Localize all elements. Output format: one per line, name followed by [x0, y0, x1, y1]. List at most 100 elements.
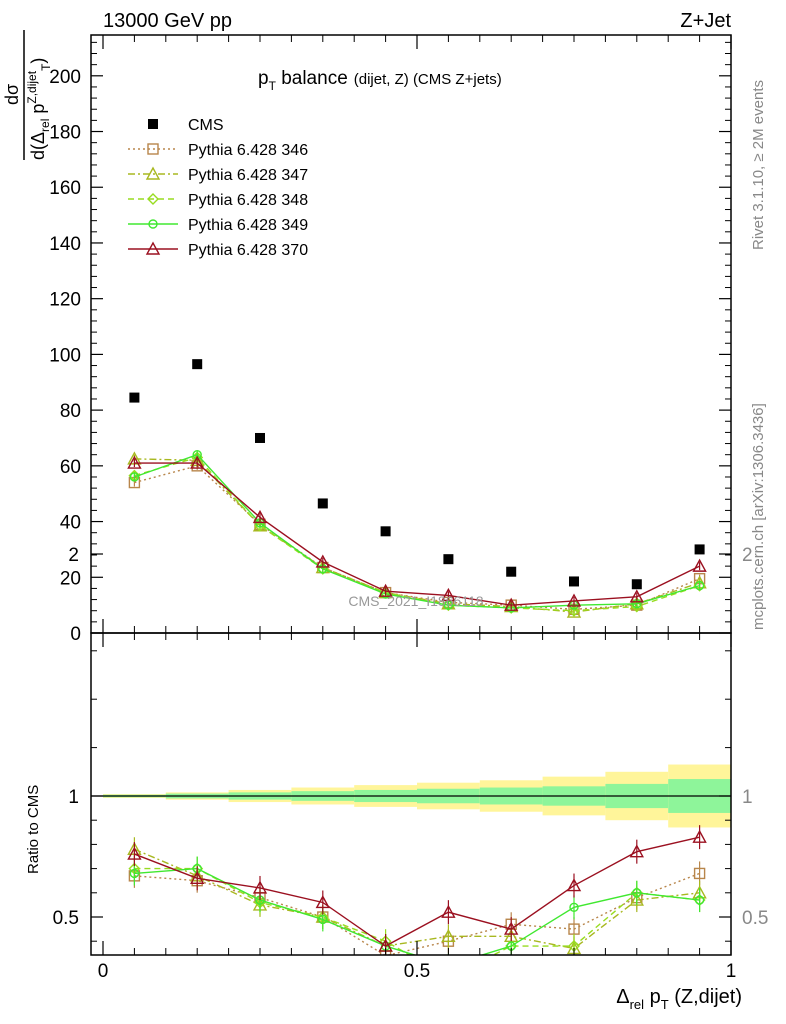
main-data-point — [631, 579, 642, 590]
main-series-370 — [127, 455, 707, 611]
ratio-data-point — [692, 829, 707, 843]
ratio-data-point — [190, 870, 205, 884]
rivet-version-label: Rivet 3.1.10, ≥ 2M events — [750, 80, 767, 250]
legend-label: Pythia 6.428 349 — [188, 217, 308, 234]
main-data-point — [192, 449, 202, 460]
ratio-data-point — [441, 928, 456, 943]
main-data-point — [629, 589, 644, 603]
ratio-series-349 — [129, 856, 705, 955]
main-series-line — [134, 456, 700, 612]
legend-entry: Pythia 6.428 349 — [128, 217, 308, 234]
main-series-349 — [129, 449, 705, 613]
main-data-point — [569, 576, 579, 587]
main-data-point — [380, 526, 391, 537]
legend-marker — [145, 241, 161, 255]
ratio-data-point — [127, 846, 142, 860]
main-data-point — [129, 472, 140, 482]
ratio-data-point — [504, 921, 519, 935]
legend-label: Pythia 6.428 347 — [188, 167, 308, 184]
ratio-data-point — [566, 878, 582, 892]
ratio-y-tick-label-right: 0.5 — [742, 908, 768, 929]
main-y-tick-label: 100 — [49, 345, 81, 366]
main-data-point — [129, 392, 140, 403]
ratio-data-point — [315, 895, 330, 909]
main-y-tick-label: 20 — [60, 568, 81, 589]
ratio-y-tick-label-right: 2 — [742, 545, 753, 566]
ratio-data-point — [318, 914, 328, 925]
x-tick-label: 0 — [98, 961, 109, 982]
ratio-data-point — [569, 902, 579, 913]
ratio-series-line — [134, 867, 700, 955]
main-data-point — [566, 593, 582, 607]
header-energy-label: 13000 GeV pp — [103, 10, 232, 32]
legend-entry: Pythia 6.428 370 — [128, 241, 308, 259]
y-axis-label: dσ d(Δrel pZ,dijetT) — [2, 30, 53, 160]
main-y-tick-label: 180 — [49, 123, 81, 144]
ratio-data-point — [252, 880, 268, 894]
main-plot-panel: 0 20 40 60 80 100 120 140 160 180 200 CMS_2021_I18… — [2, 30, 732, 645]
main-series-line — [134, 453, 700, 609]
plot-title-p: p — [258, 68, 269, 89]
main-plot-frame — [90, 34, 732, 634]
main-data-point — [127, 455, 142, 469]
analysis-watermark: CMS_2021_I1866118 — [348, 593, 483, 609]
header-process-label: Z+Jet — [680, 10, 731, 32]
main-series-line — [134, 465, 700, 611]
legend-entry: CMS — [148, 117, 224, 134]
main-data-point — [441, 587, 456, 602]
ratio-data-point — [629, 892, 644, 906]
x-axis-label: Δrel pT (Z,dijet) — [616, 986, 742, 1012]
plot-title-rest: balance — [276, 68, 348, 89]
ratio-data-point — [441, 904, 456, 918]
ratio-data-point — [443, 973, 453, 983]
main-y-tick-label: 120 — [49, 290, 81, 311]
plot-title-small: (dijet, Z) (CMS Z+jets) — [354, 71, 502, 88]
ratio-plot-panel: 0.5 0.5 1 1 2 2 0 0.5 1 Ratio to CMS Δrel pT (Z… — [25, 35, 768, 1012]
main-data-point — [566, 604, 582, 618]
legend-label: Pythia 6.428 346 — [188, 142, 308, 159]
x-tick-label: 1 — [726, 961, 737, 982]
main-y-tick-label: 200 — [49, 67, 81, 88]
main-data-point — [692, 558, 707, 572]
ratio-y-tick-label: 2 — [68, 545, 79, 566]
legend-entry: Pythia 6.428 346 — [128, 142, 308, 159]
ratio-data-point — [632, 888, 642, 898]
legend: CMS Pythia 6.428 346 Pythia 6.428 347 Pythi… — [128, 117, 308, 259]
plot-title: pT balance (dijet, Z) (CMS Z+jets) — [258, 68, 502, 93]
main-series-348 — [128, 451, 706, 617]
legend-label: Pythia 6.428 370 — [188, 242, 308, 259]
legend-marker — [147, 193, 159, 205]
main-data-point — [568, 604, 580, 617]
main-data-point — [255, 432, 265, 443]
legend-marker — [147, 143, 159, 155]
legend-marker — [148, 219, 158, 229]
ratio-y-tick-label: 0.5 — [53, 908, 79, 929]
legend-entry: Pythia 6.428 348 — [128, 192, 308, 209]
main-series-346 — [128, 460, 706, 616]
ratio-data-point — [694, 895, 705, 905]
main-data-point — [506, 566, 517, 577]
legend-label: Pythia 6.428 348 — [188, 192, 308, 209]
mcplots-label: mcplots.cern.ch [arXiv:1306.3436] — [750, 403, 767, 630]
main-data-point — [378, 583, 393, 597]
ratio-plot-frame — [90, 632, 732, 956]
main-data-point — [694, 580, 705, 591]
main-data-point — [317, 498, 328, 509]
legend-label: CMS — [188, 117, 224, 134]
ratio-series-line — [134, 872, 700, 955]
x-tick-label: 0.5 — [404, 961, 430, 982]
ratio-y-axis-label: Ratio to CMS — [25, 785, 42, 874]
main-y-tick-label: 80 — [60, 401, 81, 422]
main-y-tick-label: 0 — [70, 624, 81, 645]
main-data-point — [443, 554, 454, 565]
legend-marker — [145, 166, 161, 180]
main-data-point — [252, 509, 268, 524]
main-data-point — [443, 600, 454, 610]
main-data-point — [190, 455, 205, 469]
main-series-line — [134, 458, 700, 613]
main-y-tick-label: 140 — [49, 234, 81, 255]
main-data-point — [694, 544, 705, 555]
ratio-data-point — [693, 867, 706, 880]
main-data-point — [504, 597, 519, 611]
